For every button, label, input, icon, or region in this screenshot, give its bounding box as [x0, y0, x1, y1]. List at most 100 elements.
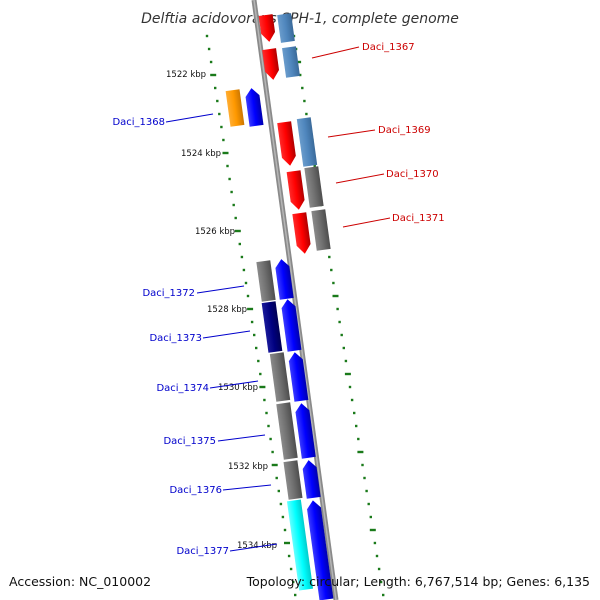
- ruler-dot: [283, 528, 287, 532]
- ruler-dot: [332, 281, 335, 285]
- ruler-major-tick: [357, 450, 364, 454]
- ruler-dot: [279, 502, 283, 506]
- ruler-dot: [275, 476, 278, 480]
- gene-block-daci-1371: [311, 209, 331, 251]
- gene-label-daci-1373: Daci_1373: [149, 333, 202, 344]
- gene-label-daci-1374: Daci_1374: [156, 383, 209, 394]
- gene-block-daci-1377: [286, 499, 314, 591]
- ruler-dot: [234, 216, 237, 220]
- ruler-dot: [348, 385, 352, 389]
- ruler-dot: [242, 268, 246, 272]
- gene-arrow-partial-red: [258, 14, 276, 42]
- ruler-dot: [305, 112, 308, 116]
- gene-block-daci-1368: [225, 89, 245, 127]
- ruler-ticks: [205, 34, 385, 597]
- ruler-dot: [338, 320, 341, 324]
- ruler-dot: [313, 164, 316, 168]
- gene-block-daci-1374: [269, 352, 291, 402]
- ruler-dot: [269, 437, 272, 441]
- map-title: Delftia acidovorans SPH-1, complete geno…: [141, 11, 459, 27]
- kbp-label: 1528 kbp: [207, 305, 247, 315]
- ruler-dot: [214, 86, 217, 90]
- ruler-dot: [328, 255, 331, 259]
- ruler-dot: [250, 320, 254, 324]
- gene-label-daci-1372: Daci_1372: [142, 288, 195, 299]
- ruler-dot: [267, 424, 270, 428]
- kbp-label: 1526 kbp: [195, 227, 235, 237]
- gene-arrow-daci-1374: [288, 352, 309, 402]
- gene-arrow-daci-1375: [295, 403, 316, 459]
- kbp-label: 1524 kbp: [181, 149, 221, 159]
- ruler-dot: [226, 164, 229, 168]
- ruler-dot: [259, 372, 262, 376]
- ruler-dot: [369, 515, 372, 519]
- gene-arrow-daci-1371: [292, 212, 311, 254]
- ruler-dot: [292, 580, 295, 584]
- ruler-dot: [232, 203, 235, 207]
- ruler-dot: [344, 359, 348, 363]
- ruler-dot: [263, 398, 266, 402]
- ruler-dot: [382, 593, 385, 597]
- gene-label-daci-1375: Daci_1375: [163, 436, 216, 447]
- ruler-dot: [230, 190, 233, 194]
- ruler-dot: [205, 34, 209, 38]
- ruler-dot: [379, 580, 383, 584]
- ruler-dot: [357, 437, 360, 441]
- ruler-dot: [367, 502, 370, 506]
- ruler-dot: [287, 554, 291, 558]
- ruler-major-tick: [210, 73, 217, 77]
- gene-block-daci-1372: [256, 260, 276, 302]
- gene-label-daci-1367: Daci_1367: [362, 42, 415, 53]
- ruler-dot: [355, 424, 358, 428]
- gene-label-daci-1376: Daci_1376: [169, 485, 222, 496]
- ruler-dot: [361, 463, 364, 467]
- gene-label-daci-1370: Daci_1370: [386, 169, 439, 180]
- ruler-dot: [222, 138, 225, 142]
- ruler-dot: [350, 398, 354, 402]
- gene-block-daci-1369: [296, 117, 318, 167]
- gene-arrow-daci-1370: [286, 170, 305, 210]
- ruler-dot: [342, 346, 345, 350]
- ruler-dot: [277, 489, 280, 493]
- ruler-dot: [281, 515, 285, 519]
- ruler-dot: [301, 86, 304, 90]
- ruler-dot: [228, 177, 231, 181]
- ruler-major-tick: [369, 528, 376, 532]
- gene-arrow-daci-1368: [245, 88, 264, 127]
- ruler-dot: [253, 333, 256, 337]
- ruler-major-tick: [271, 463, 278, 467]
- ruler-major-tick: [259, 385, 266, 389]
- ruler-dot: [353, 411, 356, 415]
- gene-labels: Daci_1367 Daci_1368 Daci_1369 Daci_1370 …: [112, 42, 444, 557]
- ruler-major-tick: [332, 294, 339, 298]
- gene-block-daci-1370: [304, 166, 324, 208]
- genome-backbone: [251, 0, 339, 600]
- gene-arrow-partial-steel: [277, 13, 295, 43]
- kbp-label: 1530 kbp: [218, 383, 258, 393]
- ruler-dot: [257, 359, 260, 363]
- ruler-dot: [244, 281, 248, 285]
- gene-arrow-daci-1367: [262, 48, 280, 80]
- ruler-dot: [336, 307, 339, 311]
- ruler-dot: [246, 294, 250, 298]
- ruler-dot: [340, 333, 343, 337]
- ruler-dot: [330, 268, 333, 272]
- ruler-dot: [209, 60, 213, 64]
- ruler-dot: [373, 541, 377, 545]
- ruler-dot: [265, 411, 268, 415]
- ruler-dot: [363, 476, 366, 480]
- ruler-dot: [238, 242, 241, 246]
- ruler-dot: [220, 125, 223, 129]
- gene-arrow-daci-1377: [307, 500, 334, 600]
- gene-features: [225, 13, 334, 600]
- ruler-dot: [216, 99, 219, 103]
- leader-lines: [165, 46, 391, 552]
- gene-block-daci-1376: [283, 460, 303, 500]
- ruler-dot: [375, 554, 379, 558]
- kbp-label: 1522 kbp: [166, 70, 206, 80]
- ruler-dot: [294, 593, 297, 597]
- gene-arrow-daci-1376: [302, 460, 321, 499]
- gene-label-daci-1369: Daci_1369: [378, 125, 431, 136]
- ruler-dot: [255, 346, 258, 350]
